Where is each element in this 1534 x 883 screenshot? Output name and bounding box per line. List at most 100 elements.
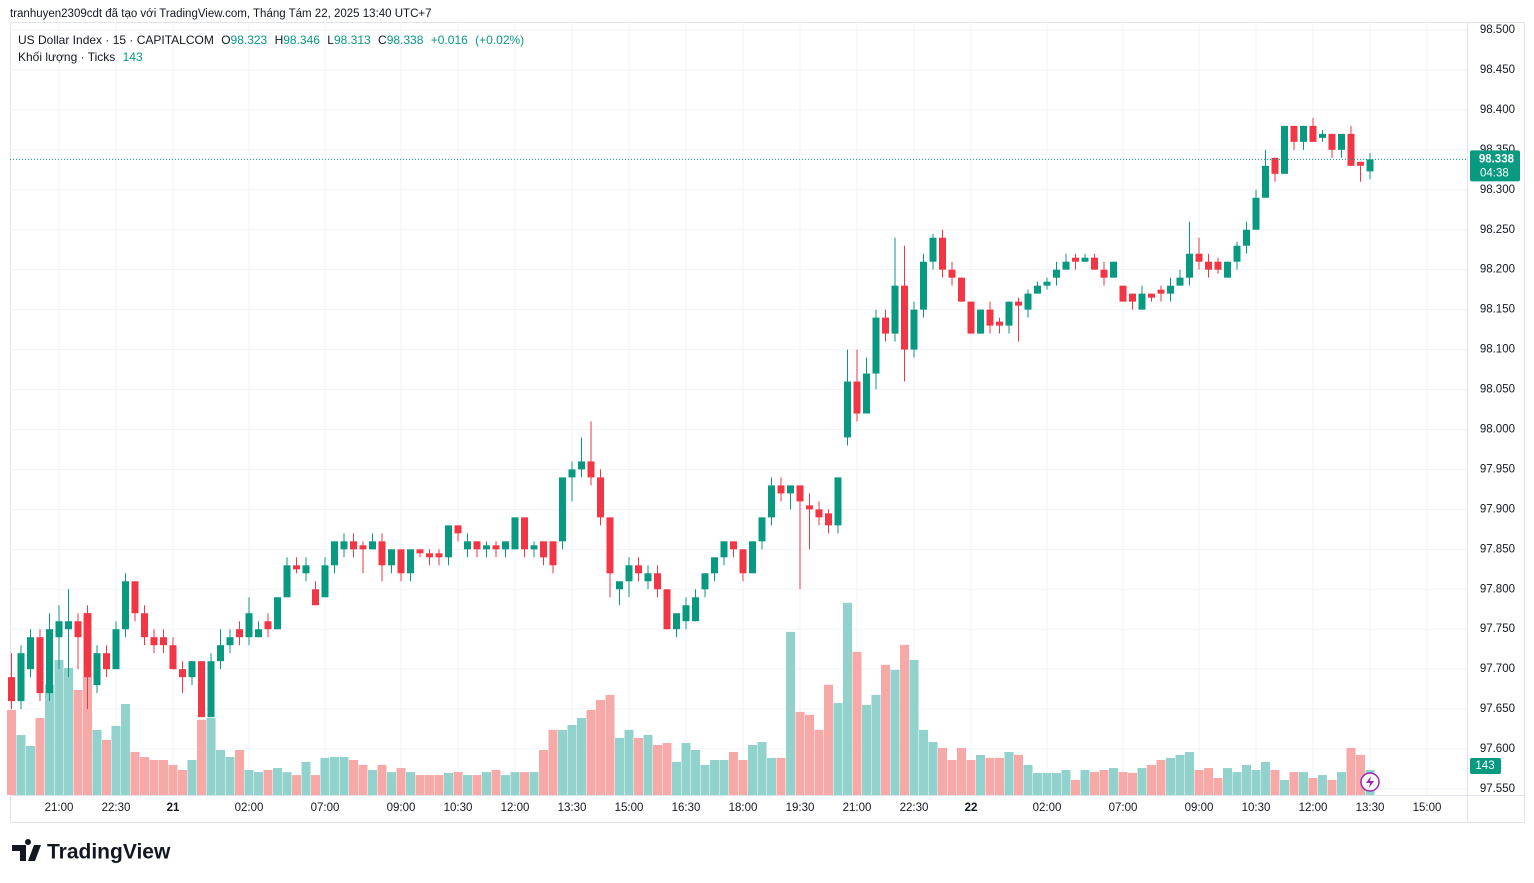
candle-body: [1347, 133, 1355, 166]
candle-body: [1043, 281, 1051, 286]
volume-bar: [691, 750, 700, 795]
volume-bar: [1166, 757, 1175, 795]
volume-bar: [634, 737, 643, 795]
candle-body: [1366, 159, 1374, 172]
candle-body: [445, 525, 452, 558]
candle-body: [1129, 293, 1136, 302]
volume-bar: [767, 757, 776, 795]
countdown: 04:38: [1480, 167, 1509, 179]
candle-body: [806, 505, 813, 510]
candle-body: [36, 637, 44, 694]
candle-body: [1309, 125, 1317, 142]
volume-bar: [282, 772, 292, 795]
volume-bar: [919, 729, 928, 795]
volume-bar: [472, 775, 482, 795]
volume-bar: [738, 760, 748, 795]
volume-bar: [586, 709, 596, 795]
volume-value: 143: [123, 50, 143, 64]
volume-bar: [757, 741, 767, 795]
logo-text: TradingView: [47, 841, 171, 864]
candle-body: [996, 321, 1003, 326]
volume-bar: [520, 772, 529, 795]
candle-body: [131, 581, 139, 614]
l-value: 98.313: [334, 33, 371, 47]
volume-bar: [1052, 772, 1061, 795]
volume-bar: [1289, 772, 1299, 795]
y-tick-label: 98.150: [1480, 304, 1515, 316]
candle-body: [331, 541, 338, 566]
candle-body: [815, 509, 823, 518]
candle-body: [834, 477, 842, 526]
volume-bar: [482, 772, 491, 795]
volume-bar: [501, 775, 510, 795]
volume-bar: [1033, 772, 1042, 795]
volume-bar: [339, 757, 349, 795]
y-tick-label: 98.450: [1480, 64, 1515, 76]
volume-bar: [216, 750, 225, 795]
candle-body: [1138, 293, 1146, 310]
candle-body: [1290, 125, 1298, 142]
candle-body: [682, 605, 690, 622]
candle-body: [1214, 261, 1222, 270]
candle-body: [739, 549, 747, 574]
candle-body: [1271, 157, 1279, 174]
candle-body: [207, 661, 215, 718]
volume-bar: [197, 719, 206, 795]
volume-bar: [1118, 772, 1128, 795]
volume-bar: [7, 709, 16, 795]
volume-bar: [1308, 778, 1318, 795]
volume-bar: [1194, 769, 1204, 795]
candles: [8, 117, 1374, 718]
candle-body: [1100, 269, 1108, 278]
x-tick-label: 18:00: [729, 802, 758, 814]
volume-bar: [225, 757, 235, 795]
volume-last-box: [1470, 757, 1501, 774]
volume-bar: [700, 764, 710, 795]
grid: [10, 22, 1467, 795]
y-tick-label: 98.100: [1480, 344, 1515, 356]
candle-body: [948, 269, 956, 278]
y-tick-label: 98.050: [1480, 384, 1515, 396]
volume-bar: [662, 743, 672, 795]
x-tick-label: 15:00: [1413, 802, 1442, 814]
candle-body: [416, 549, 424, 554]
candle-body: [93, 653, 101, 686]
candle-body: [46, 629, 53, 694]
volume-bar: [805, 714, 814, 795]
volume-bars: [7, 602, 1375, 795]
volume-bar: [1185, 751, 1194, 795]
volume-bar: [311, 775, 320, 795]
candle-body: [777, 485, 785, 494]
y-tick-label: 98.000: [1480, 424, 1515, 436]
y-tick-label: 98.250: [1480, 224, 1515, 236]
volume-bar: [1213, 778, 1223, 795]
candle-body: [597, 477, 604, 518]
volume-bar: [444, 772, 453, 795]
volume-bar: [1337, 772, 1346, 795]
volume-bar: [54, 659, 64, 795]
volume-bar: [596, 699, 605, 795]
volume-bar: [985, 757, 995, 795]
volume-bar: [719, 760, 729, 795]
candle-body: [388, 549, 395, 566]
y-tick-label: 97.600: [1480, 743, 1515, 755]
volume-bar: [273, 768, 282, 795]
candle-body: [692, 597, 699, 622]
volume-bar: [748, 744, 757, 795]
o-value: 98.323: [231, 33, 268, 47]
volume-bar: [463, 775, 472, 795]
change-pct: (+0.02%): [475, 33, 524, 47]
candle-body: [606, 517, 614, 574]
volume-bar: [26, 746, 35, 795]
y-tick-label: 98.300: [1480, 184, 1515, 196]
volume-bar: [1137, 768, 1147, 795]
y-tick-label: 98.400: [1480, 104, 1515, 116]
candle-body: [1091, 257, 1098, 270]
candle-body: [1072, 257, 1079, 262]
candle-body: [122, 581, 129, 630]
volume-bar: [491, 769, 501, 795]
candle-body: [1034, 285, 1041, 294]
x-tick-label: 22:30: [900, 802, 929, 814]
candle-body: [340, 541, 348, 550]
candle-body: [1167, 285, 1174, 294]
